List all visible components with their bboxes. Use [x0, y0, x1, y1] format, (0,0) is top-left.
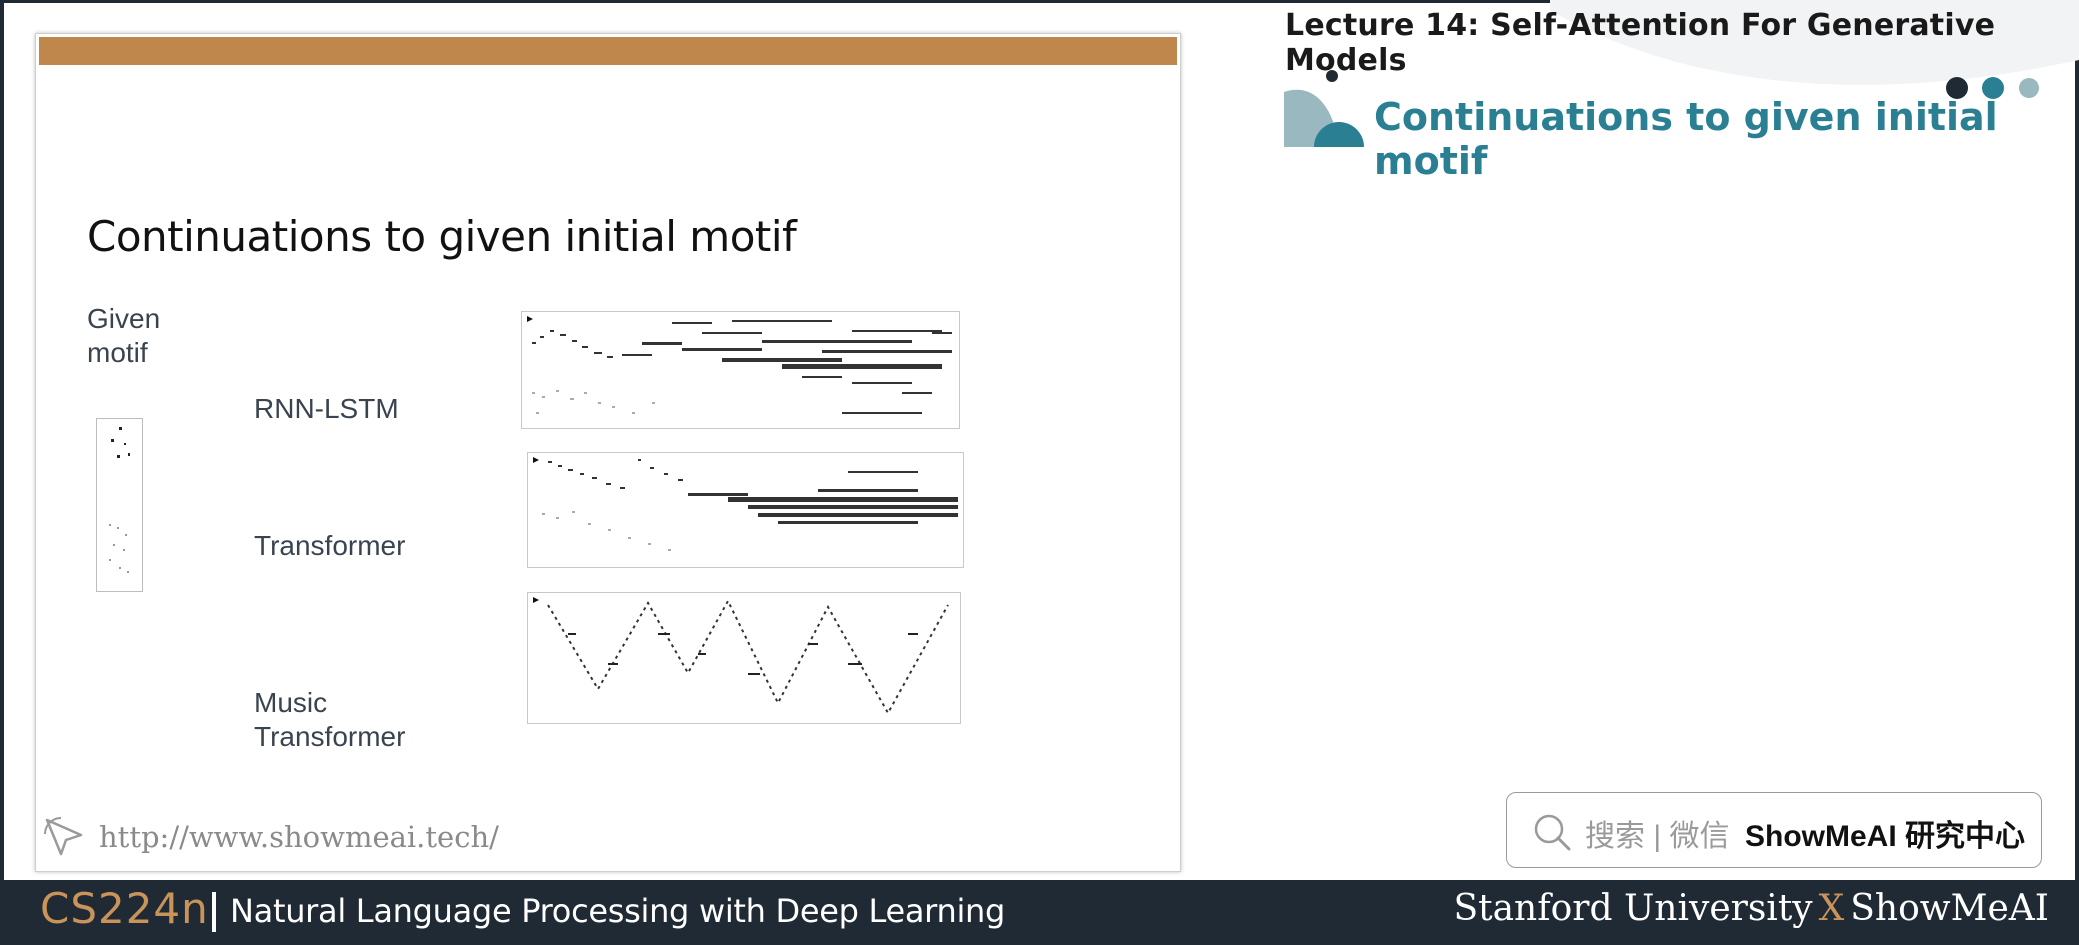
- slide-accent-bar: [39, 37, 1177, 65]
- lecture-title: Lecture 14: Self-Attention For Generativ…: [1285, 8, 1996, 78]
- header-swoosh-graphic: [1550, 0, 2079, 85]
- slide-panel: Continuations to given initial motif Giv…: [35, 33, 1181, 872]
- rnn-lstm-piano-roll: [521, 311, 960, 429]
- given-motif-label: Given motif: [87, 303, 161, 368]
- footer-x-mark: X: [1818, 888, 1845, 929]
- cursor-icon: [44, 817, 83, 856]
- frame-right: [2075, 0, 2079, 880]
- search-prefix-text: 搜索 | 微信: [1585, 820, 1730, 853]
- music-transformer-notes-graphic: [533, 597, 949, 716]
- footer-bar: CS224n Natural Language Processing with …: [0, 880, 2079, 945]
- given-motif-roll: [96, 418, 143, 592]
- motif-notes-graphic: [109, 427, 130, 573]
- section-decoration-graphic: [1284, 70, 1364, 147]
- slide-title: Continuations to given initial motif: [87, 212, 797, 261]
- music-transformer-piano-roll: [527, 592, 961, 724]
- row-label-rnn-lstm: RNN-LSTM: [254, 393, 399, 424]
- search-icon: [1534, 814, 1571, 851]
- section-title: Continuations to given initial motif: [1374, 95, 1998, 183]
- row-label-music-transformer: Music Transformer: [254, 687, 406, 752]
- footer-right-org: ShowMeAI: [1850, 888, 2049, 929]
- course-code: CS224n: [40, 884, 209, 933]
- search-brand-text: ShowMeAI 研究中心: [1745, 820, 2026, 853]
- frame-left: [0, 0, 4, 880]
- course-name: Natural Language Processing with Deep Le…: [230, 892, 1006, 930]
- slide-url[interactable]: http://www.showmeai.tech/: [99, 820, 499, 854]
- footer-orgs: Stanford University X ShowMeAI: [1453, 888, 2049, 929]
- row-label-transformer: Transformer: [254, 530, 406, 561]
- course-separator: [212, 892, 216, 932]
- section-dots-graphic: [1946, 77, 2039, 99]
- transformer-notes-graphic: [533, 457, 958, 551]
- transformer-piano-roll: [527, 452, 964, 568]
- frame-top: [0, 0, 2079, 3]
- search-badge[interactable]: 搜索 | 微信 ShowMeAI 研究中心: [1506, 792, 2042, 868]
- footer-left-org: Stanford University: [1453, 888, 1813, 929]
- rnn-lstm-notes-graphic: [527, 316, 952, 414]
